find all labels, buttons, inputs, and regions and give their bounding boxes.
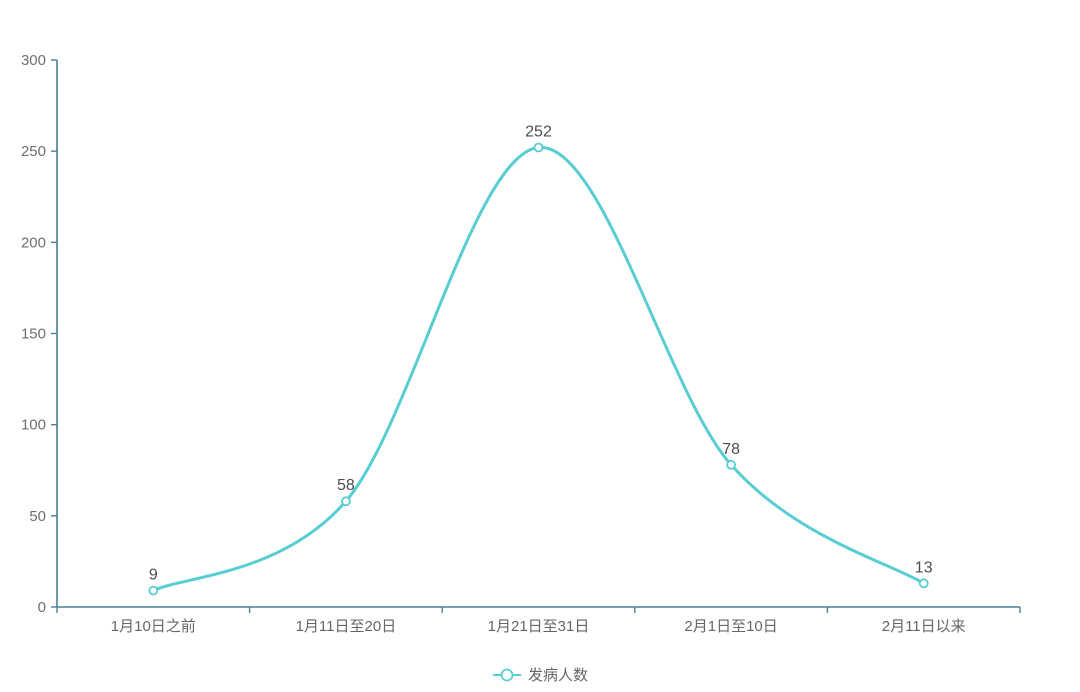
x-axis-tick-label: 2月1日至10日 — [684, 618, 777, 635]
x-axis-tick-label: 1月11日至20日 — [296, 618, 397, 635]
data-point-label: 9 — [149, 567, 158, 584]
data-point-label: 78 — [722, 441, 740, 458]
x-axis-tick-label: 1月21日至31日 — [488, 618, 590, 635]
data-point-marker — [918, 578, 929, 589]
legend-item-series[interactable]: 发病人数 — [492, 668, 588, 683]
y-axis-tick-label: 300 — [21, 52, 46, 69]
legend: 发病人数 — [0, 662, 1080, 688]
legend-label: 发病人数 — [527, 666, 588, 684]
y-axis-tick-label: 150 — [21, 326, 46, 343]
y-axis-tick-label: 0 — [38, 599, 46, 616]
x-axis-tick-label: 1月10日之前 — [111, 618, 196, 635]
y-axis-tick-label: 50 — [29, 508, 46, 525]
series-curve — [151, 145, 926, 593]
line-circle-icon — [492, 668, 521, 682]
data-point-marker — [340, 496, 351, 507]
data-point-label: 13 — [915, 559, 933, 576]
y-axis-tick-label: 200 — [21, 234, 46, 251]
data-point-marker — [533, 142, 544, 153]
data-point-marker — [726, 459, 736, 470]
data-point-label: 252 — [525, 124, 552, 141]
data-point-label: 58 — [337, 477, 355, 494]
y-axis-tick-label: 100 — [21, 417, 46, 434]
x-axis-tick-label: 2月11日以来 — [882, 618, 966, 635]
y-axis-tick-label: 250 — [21, 143, 46, 160]
data-point-marker — [148, 585, 159, 596]
